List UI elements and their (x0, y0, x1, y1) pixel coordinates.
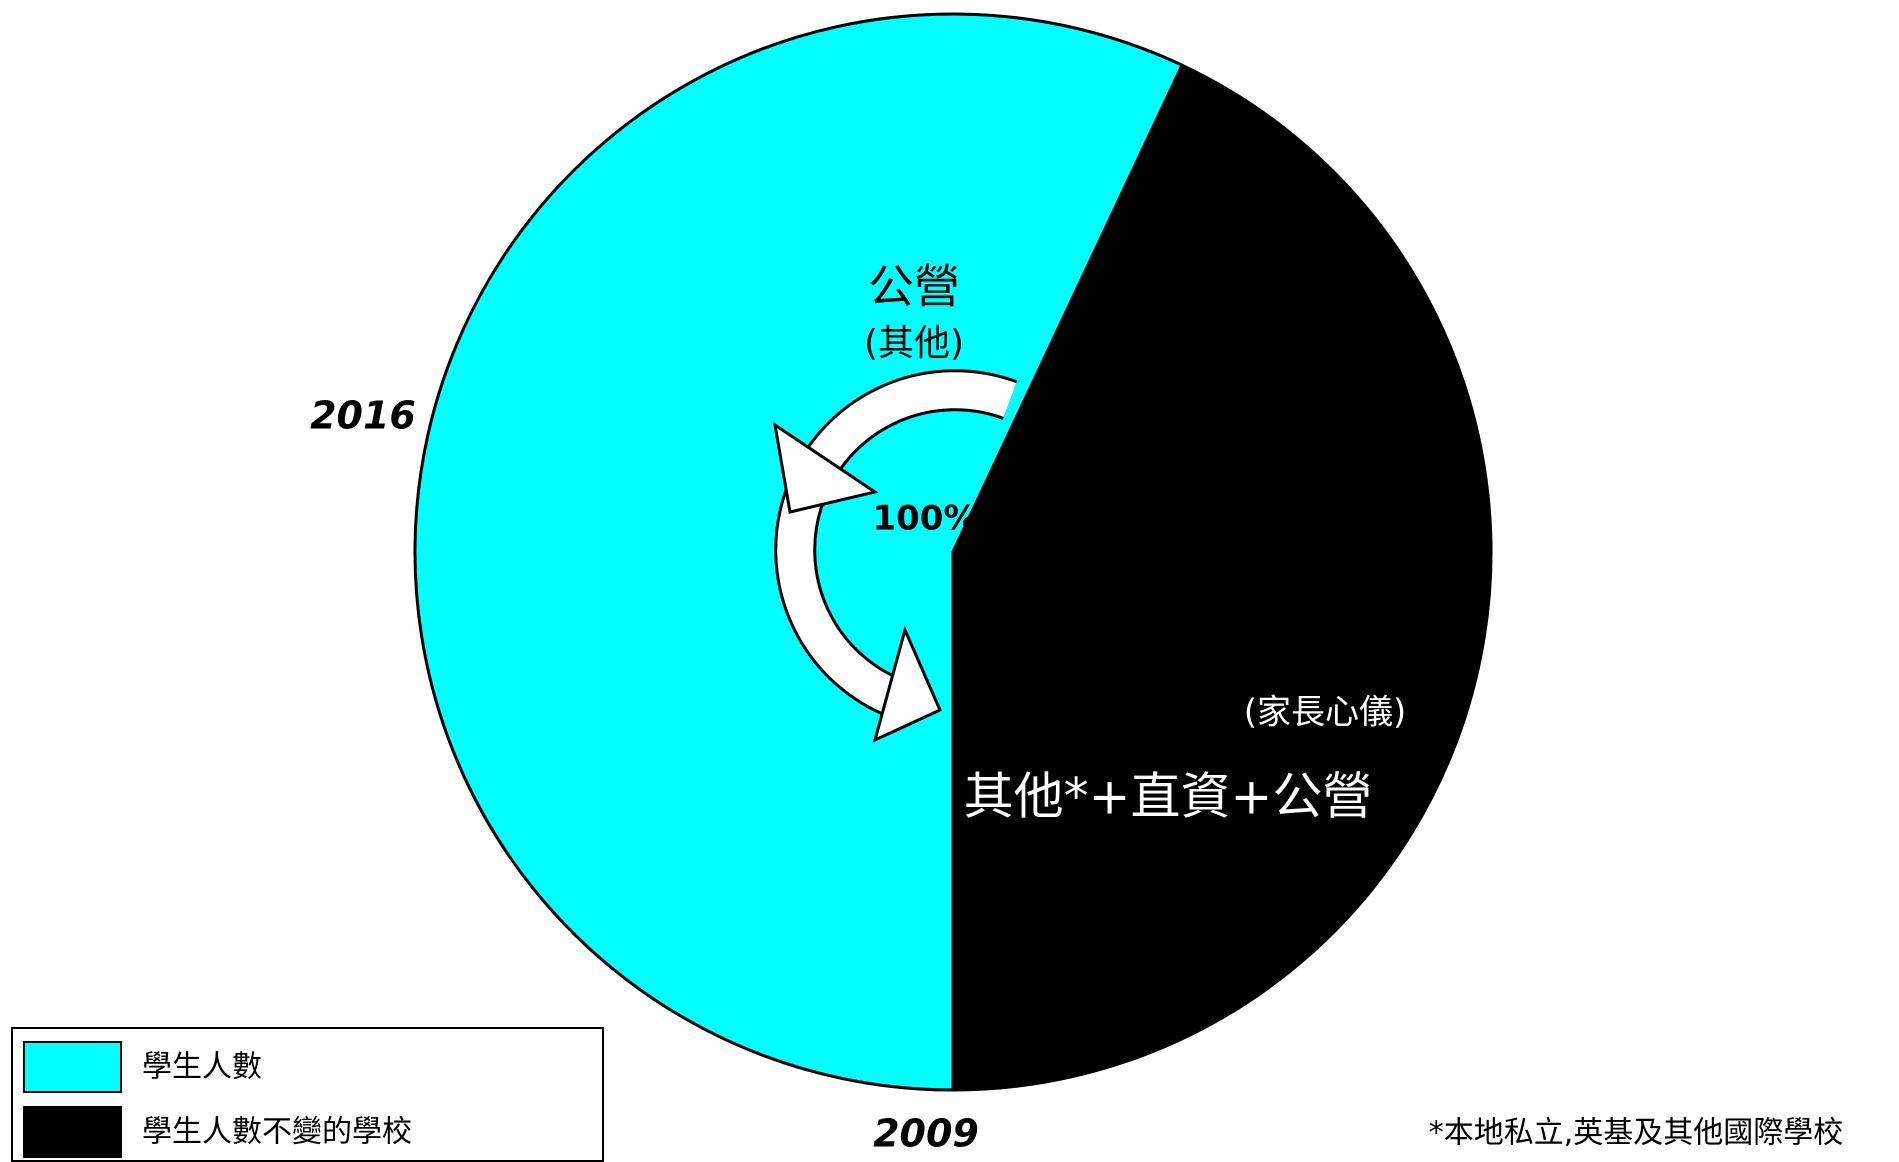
pie-slice (951, 63, 1493, 1092)
legend-label: 學生人數不變的學校 (142, 1115, 412, 1150)
annotation: 2016 (310, 394, 416, 438)
legend-label: 學生人數 (142, 1050, 262, 1085)
legend-swatch (23, 1106, 122, 1158)
cycle-arrow (772, 369, 1018, 743)
annotation: 100% (872, 499, 977, 539)
annotation: 公營 (868, 260, 960, 314)
annotation: 2009 (873, 1112, 979, 1156)
pie (413, 12, 1493, 1092)
arrow-head (872, 625, 942, 743)
annotation: (家長心儀) (1244, 693, 1407, 733)
legend-swatch (23, 1041, 122, 1093)
annotation: (其他) (864, 323, 964, 364)
annotation: 其他*+直資+公營 (964, 768, 1373, 826)
footnote: *本地私立,英基及其他國際學校 (1429, 1116, 1844, 1151)
arrow-head (772, 421, 879, 514)
